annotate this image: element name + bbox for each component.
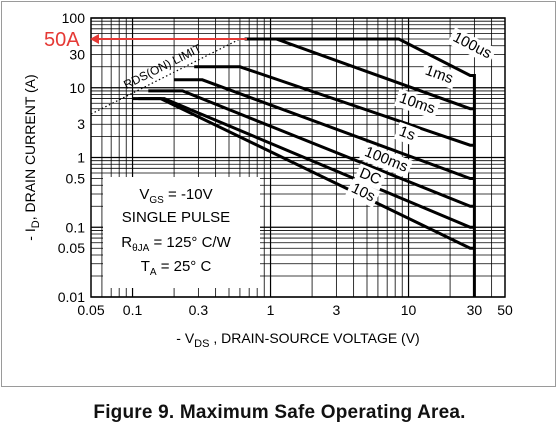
curve-10ms [194,65,475,147]
condition-line: SINGLE PULSE [122,209,230,226]
y-tick-label: 0.05 [58,240,85,256]
y-tick-label: 30 [69,46,85,62]
condition-main: R [121,234,132,251]
x-axis-label-part: DS [194,338,209,350]
curve-100ms [148,89,475,208]
y-tick-label: 1 [77,150,85,166]
x-tick-label: 0.3 [189,302,209,318]
curve-label-bg [358,142,414,178]
caption-text: Figure 9. Maximum Safe Operating Area. [93,402,466,423]
x-axis-label-part: - V [176,330,195,346]
curve-label-bg [419,60,459,90]
marker-arrowhead [90,33,99,44]
condition-tail: = -10V [164,186,213,203]
x-tick-label: 10 [401,302,417,318]
x-axis-label-part: , DRAIN-SOURCE VOLTAGE (V) [209,330,419,346]
y-tick-label: 100 [62,10,86,26]
figure-caption: Figure 9. Maximum Safe Operating Area. [0,402,559,424]
curve-label-bg [393,88,441,120]
y-tick-label: 0.5 [66,170,86,186]
conditions-box-bg [103,177,260,288]
curve-label-bg [353,163,387,191]
x-tick-label: 0.1 [123,302,143,318]
grid [90,17,506,298]
y-tick-label: 10 [69,80,85,96]
x-tick-label: 1 [267,302,275,318]
condition-sub: θJA [132,243,150,254]
conditions-box: VGS = -10V SINGLE PULSE RθJA = 125° C/W TA … [103,177,260,288]
curve-1ms [244,37,475,111]
figure-frame: RDS(ON) LIMIT VGS = -10V SINGLE PULSE RθJA… [1,1,556,387]
curve-10s [132,97,475,250]
y-tick-label: 0.1 [66,219,86,235]
y-tick-label: 0.01 [58,289,85,305]
condition-sub: A [150,267,157,278]
curve-label: 1s [397,123,418,144]
curve-1s [174,78,475,180]
condition-sub: GS [149,195,164,206]
curve-label-bg [345,178,381,208]
x-axis-label: - VDS , DRAIN-SOURCE VOLTAGE (V) [176,330,419,350]
y-axis-label: - ID, DRAIN CURRENT (A) [22,74,42,240]
x-tick-label: 50 [497,302,513,318]
y-axis-label-part: , DRAIN CURRENT (A) [22,74,38,220]
y-axis-label-part: D [30,220,42,228]
x-tick-label: 30 [467,302,483,318]
condition-line: TA = 25° C [141,258,212,278]
condition-tail: = 25° C [157,258,212,275]
condition-main: V [139,186,149,203]
condition-tail: = 125° C/W [149,234,231,251]
current-marker: 50A [44,29,247,51]
condition-line: VGS = -10V [139,186,212,206]
marker-label: 50A [44,29,80,51]
y-tick-label: 3 [77,116,85,132]
rds-limit-line [90,38,241,115]
y-axis-label-part: - I [22,228,38,240]
soa-chart: RDS(ON) LIMIT VGS = -10V SINGLE PULSE RθJA… [22,10,513,350]
rds-limit: RDS(ON) LIMIT [90,38,241,115]
curve-label-bg [393,121,421,147]
curves [132,37,476,297]
axis-labels: - VDS , DRAIN-SOURCE VOLTAGE (V)- ID, DR… [22,74,420,350]
condition-main: SINGLE PULSE [122,209,230,226]
x-tick-label: 0.05 [77,302,104,318]
curve-100us [244,37,476,297]
plot-border [90,17,506,298]
x-tick-label: 3 [332,302,340,318]
condition-line: RθJA = 125° C/W [121,234,231,254]
curve-label-bg [447,27,497,65]
condition-main: T [141,258,150,275]
